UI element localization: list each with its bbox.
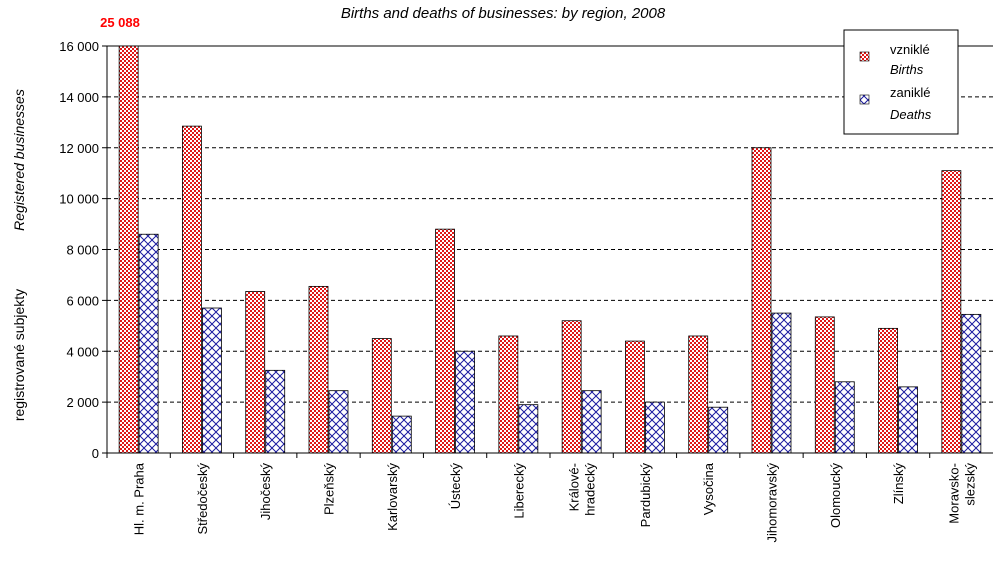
y-tick-label: 12 000 [59,141,99,156]
bar-deaths [391,415,412,454]
bar-births [498,335,519,454]
bar-births [751,147,772,454]
bar-deaths [898,386,918,454]
category-label: Středočeský [195,463,210,535]
y-tick-label: 14 000 [59,90,99,105]
y-tick-label: 10 000 [59,192,99,207]
bar-deaths [518,404,539,454]
bar-births [118,45,139,454]
legend-label-deaths-en: Deaths [890,107,932,122]
category-label: slezský [962,463,977,506]
bar-deaths [202,307,222,454]
legend-box [843,29,959,135]
y-tick-label: 2 000 [66,395,99,410]
category-label: Ústecký [448,463,463,510]
category-label: Pardubický [638,463,653,528]
bar-births [625,340,645,454]
bar-deaths [328,390,349,454]
bar-births [308,285,329,454]
x-axis-labels: Hl. m. Praha Středočeský Jihočeský Plzeňský… [106,453,977,543]
legend-label-births: vzniklé [890,42,930,57]
y-axis-label-en: Registered businesses [11,89,27,231]
category-label: hradecký [583,463,598,516]
category-label: Karlovarský [385,463,400,531]
legend-label-deaths: zaniklé [890,85,930,100]
category-label: Jihočeský [258,463,273,521]
bar-births [814,316,835,454]
legend-swatch-births [859,51,870,62]
legend: vzniklé Births zaniklé Deaths [843,29,959,135]
bar-births [561,320,582,454]
bar-births [371,338,392,454]
bar-deaths [961,313,982,454]
y-tick-label: 4 000 [66,344,99,359]
y-tick-label: 8 000 [66,243,99,258]
y-tick-label: 6 000 [66,293,99,308]
bar-deaths [771,312,792,454]
overflow-value-label: 25 088 [100,15,140,30]
legend-label-births-en: Births [890,62,924,77]
bar-deaths [834,381,855,454]
bar-deaths [265,369,286,454]
bar-deaths [708,406,729,454]
chart-title: Births and deaths of businesses: by regi… [341,5,666,22]
bar-deaths [455,350,475,454]
category-label: Plzeňský [322,463,337,516]
bar-births [878,327,898,454]
bar-deaths [138,233,159,454]
y-tick-label: 16 000 [59,39,99,54]
category-label: Vysočina [701,462,716,515]
category-label: Hl. m. Praha [132,462,147,535]
bar-deaths [581,390,602,454]
bar-births [245,291,266,454]
y-axis-label-cz: registrované subjekty [11,289,27,421]
y-tick-label: 0 [92,446,99,461]
bar-births [688,335,709,454]
bar-births [435,228,455,454]
bar-births [182,125,202,454]
legend-swatch-deaths [859,94,870,105]
category-label: Králové- [567,463,582,511]
category-label: Moravsko- [946,463,961,524]
category-label: Olomoucký [828,463,843,529]
category-label: Jihomoravský [765,463,780,543]
bar-births [941,170,962,454]
bar-deaths [645,401,665,454]
category-label: Liberecký [511,463,526,519]
y-axis-ticks: 0 2 000 4 000 6 000 8 000 10 000 12 000 14 000 1… [59,39,107,461]
category-label: Zlínský [891,463,906,505]
